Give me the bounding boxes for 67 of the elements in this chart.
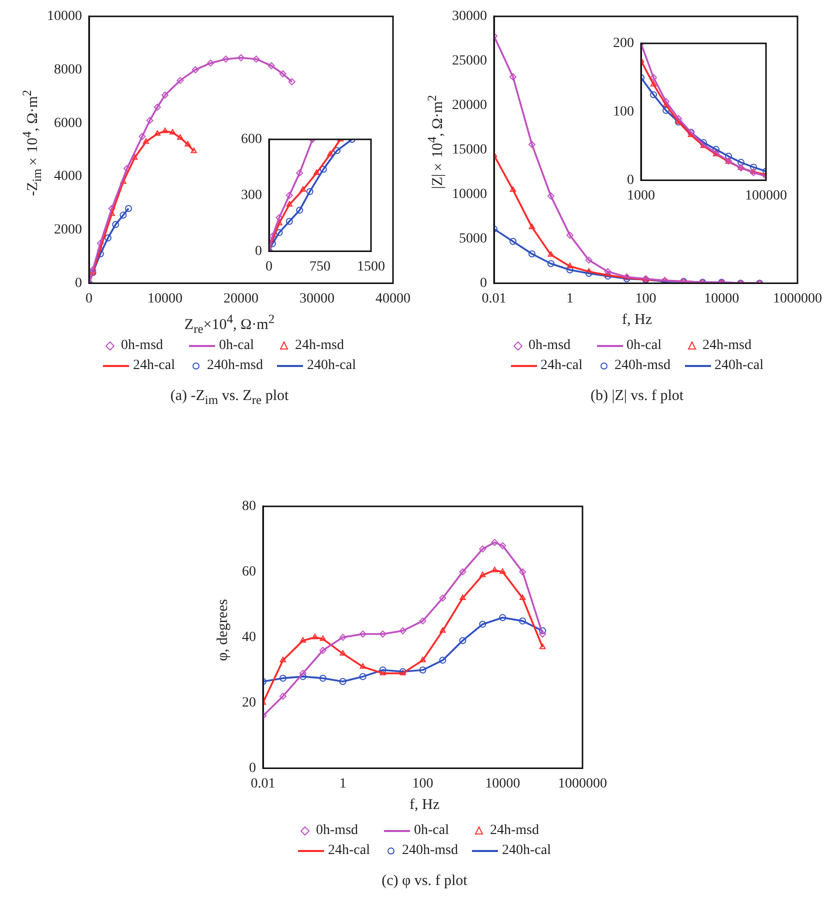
- x-tick-label: 0.01: [482, 291, 506, 306]
- y-tick-label: 0: [480, 276, 487, 291]
- legend-label: 24h-cal: [133, 358, 175, 374]
- legend-label: 0h-cal: [626, 338, 662, 354]
- y-tick-label: 2000: [54, 222, 82, 238]
- legend-label: 240h-msd: [614, 358, 670, 374]
- y-axis-title: φ, degrees: [215, 598, 232, 663]
- x-tick-label: 10000: [485, 776, 520, 792]
- y-tick-label: 0: [255, 244, 262, 259]
- y-tick-label: 8000: [54, 62, 82, 78]
- x-tick-label: 1500: [357, 259, 385, 274]
- y-tick-label: 80: [242, 499, 256, 514]
- x-tick-label: 1000000: [773, 291, 822, 306]
- legend-label: 0h-cal: [414, 823, 449, 839]
- legend-label: 0h-cal: [219, 338, 254, 354]
- legend-label: 240h-msd: [402, 843, 458, 859]
- x-tick-label: 750: [310, 259, 330, 274]
- x-tick-label: 1000: [627, 188, 655, 204]
- x-tick-label: 1: [566, 291, 574, 306]
- y-tick-label: 200: [613, 36, 634, 52]
- legend-label: 240h-cal: [307, 358, 356, 374]
- y-tick-label: 0: [75, 276, 82, 291]
- y-tick-label: 6000: [54, 116, 82, 131]
- y-tick-label: 20: [242, 695, 256, 710]
- legend-label: 240h-cal: [502, 843, 551, 859]
- x-tick-label: 100: [635, 291, 656, 306]
- y-tick-label: 0: [249, 760, 256, 776]
- y-tick-label: 10000: [47, 9, 82, 24]
- legend-label: 24h-cal: [540, 358, 582, 374]
- legend-label: 24h-msd: [295, 338, 344, 354]
- legend-label: 240h-msd: [207, 358, 263, 374]
- y-tick-label: 15000: [452, 142, 487, 158]
- x-tick-label: 30000: [300, 291, 334, 306]
- legend-label: 24h-msd: [702, 338, 752, 354]
- x-tick-label: 1000000: [558, 776, 607, 792]
- legend-label: 240h-cal: [714, 358, 764, 374]
- x-tick-label: 10000: [704, 291, 740, 306]
- x-tick-label: 0: [266, 259, 272, 274]
- y-tick-label: 20000: [452, 98, 487, 114]
- y-tick-label: 60: [242, 564, 256, 580]
- y-tick-label: 4000: [54, 169, 82, 184]
- legend-label: 0h-msd: [121, 338, 164, 354]
- x-tick-label: 0: [86, 291, 92, 306]
- y-tick-label: 600: [241, 132, 262, 148]
- x-axis-title: f, Hz: [621, 312, 653, 329]
- y-tick-label: 100: [613, 104, 634, 120]
- x-tick-label: 100000: [745, 188, 787, 204]
- text: (c) φ vs. f plot: [380, 873, 468, 890]
- y-tick-label: 5000: [459, 231, 487, 246]
- text: (a) -Z$_{im}$ vs. Z$_{re}$ plot: [169, 388, 290, 408]
- x-tick-label: 1: [339, 776, 346, 792]
- x-axis-title: f, Hz: [408, 797, 440, 814]
- legend-label: 0h-msd: [316, 823, 358, 839]
- x-tick-label: 10000: [148, 291, 182, 306]
- y-tick-label: 300: [241, 188, 262, 203]
- y-tick-label: 25000: [452, 54, 487, 69]
- legend-label: 0h-msd: [528, 338, 571, 354]
- x-tick-label: 100: [412, 776, 434, 792]
- legend-label: 24h-msd: [490, 823, 539, 839]
- y-tick-label: 40: [242, 630, 256, 645]
- x-axis-title: Z$_{re}$×10$^{4}$, Ω·m$^{2}$: [183, 312, 276, 337]
- x-tick-label: 0.01: [250, 776, 276, 792]
- y-tick-label: 30000: [452, 9, 487, 24]
- y-tick-label: 0: [627, 172, 634, 188]
- text: (b) |Z| vs. f plot: [589, 388, 685, 405]
- x-tick-label: 40000: [376, 291, 410, 306]
- legend-label: 24h-cal: [328, 843, 370, 859]
